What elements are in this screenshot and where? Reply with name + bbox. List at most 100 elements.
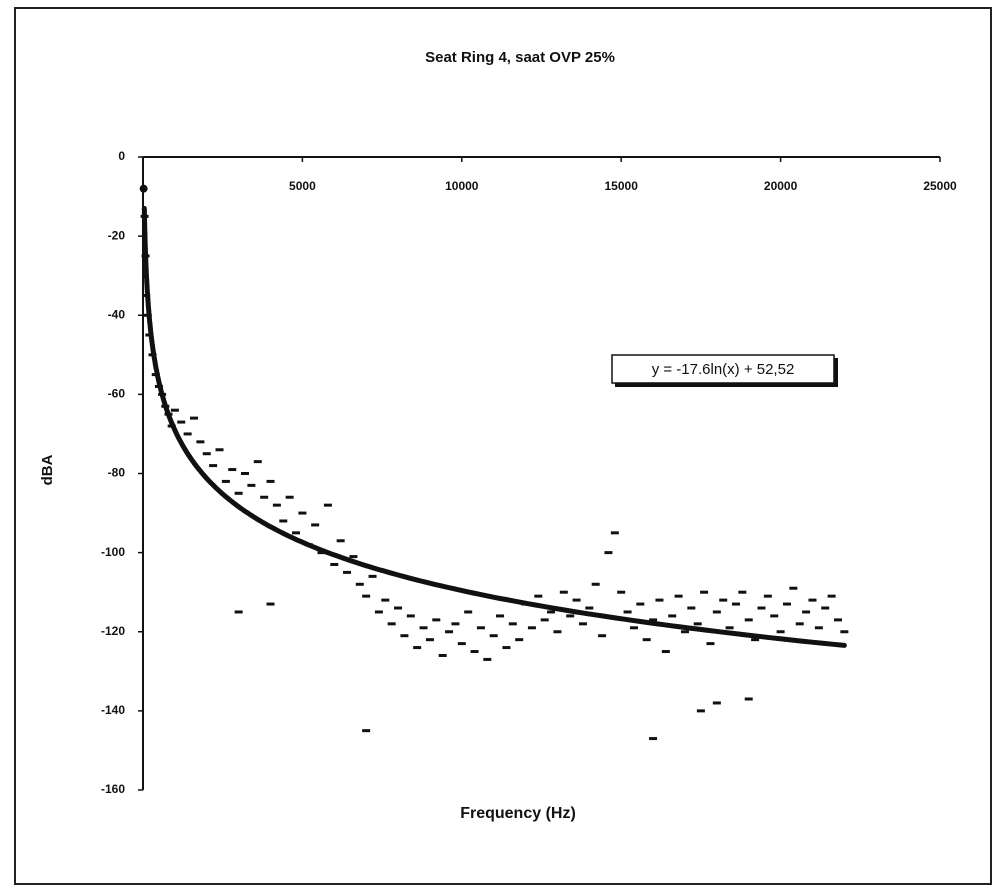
- point: [266, 602, 275, 606]
- y-tick-label: 0: [118, 149, 125, 163]
- point: [279, 519, 288, 523]
- point: [757, 606, 766, 610]
- x-tick-label: 20000: [764, 179, 798, 193]
- point: [700, 590, 709, 594]
- point: [374, 610, 383, 614]
- x-axis-label: Frequency (Hz): [460, 805, 576, 822]
- point: [789, 586, 798, 590]
- point: [272, 503, 281, 507]
- equation-shadow: [615, 383, 838, 387]
- point: [636, 602, 645, 606]
- point: [668, 614, 677, 618]
- trendline-equation: y = -17.6ln(x) + 52,52: [652, 361, 795, 378]
- y-tick-label: -80: [108, 466, 126, 480]
- y-tick-label: -120: [101, 624, 125, 638]
- point: [680, 630, 689, 634]
- point: [610, 531, 619, 535]
- point: [183, 432, 192, 436]
- point: [311, 523, 320, 527]
- point: [425, 638, 434, 642]
- point: [572, 598, 581, 602]
- point: [578, 622, 587, 626]
- point: [604, 551, 613, 555]
- chart-title: Seat Ring 4, saat OVP 25%: [425, 49, 615, 66]
- point: [719, 598, 728, 602]
- point: [202, 452, 211, 456]
- point: [738, 590, 747, 594]
- equation-box: [611, 354, 835, 384]
- point: [476, 626, 485, 630]
- point: [196, 440, 205, 444]
- point: [696, 709, 705, 713]
- point: [234, 610, 243, 614]
- point: [323, 503, 332, 507]
- point: [292, 531, 301, 535]
- point: [655, 598, 664, 602]
- equation-shadow: [834, 358, 838, 386]
- point: [527, 626, 536, 630]
- x-tick-label: 5000: [289, 179, 316, 193]
- point: [343, 570, 352, 574]
- point: [253, 460, 262, 464]
- point: [438, 653, 447, 657]
- point: [400, 634, 409, 638]
- y-tick-label: -60: [108, 387, 126, 401]
- point: [674, 594, 683, 598]
- y-tick-label: -40: [108, 307, 126, 321]
- point: [419, 626, 428, 630]
- point: [362, 729, 371, 733]
- y-axis-label: dBA: [39, 454, 56, 485]
- point: [751, 638, 760, 642]
- point: [598, 634, 607, 638]
- point: [629, 626, 638, 630]
- point: [387, 622, 396, 626]
- point: [821, 606, 830, 610]
- point: [553, 630, 562, 634]
- point: [190, 416, 199, 420]
- point: [802, 610, 811, 614]
- point: [534, 594, 543, 598]
- point: [489, 634, 498, 638]
- point: [432, 618, 441, 622]
- point: [470, 650, 479, 654]
- point: [763, 594, 772, 598]
- point: [585, 606, 594, 610]
- point: [381, 598, 390, 602]
- point: [406, 614, 415, 618]
- point: [413, 646, 422, 650]
- chart-frame: [14, 7, 992, 885]
- trendline: [141, 205, 847, 648]
- point: [355, 582, 364, 586]
- point: [795, 622, 804, 626]
- point: [814, 626, 823, 630]
- point: [687, 606, 696, 610]
- point: [502, 646, 511, 650]
- point: [139, 184, 148, 193]
- point: [649, 737, 658, 741]
- point: [445, 630, 454, 634]
- point: [241, 472, 250, 475]
- point: [247, 483, 256, 487]
- point: [776, 630, 785, 634]
- point: [336, 539, 345, 543]
- point: [642, 638, 651, 642]
- point: [209, 464, 218, 468]
- point: [515, 638, 524, 642]
- x-tick-label: 15000: [605, 179, 639, 193]
- point: [266, 479, 275, 483]
- point: [808, 598, 817, 602]
- y-tick-label: -100: [101, 545, 125, 559]
- point: [547, 610, 556, 614]
- point: [706, 642, 715, 646]
- point: [349, 555, 358, 559]
- point: [483, 657, 492, 661]
- point: [260, 495, 269, 499]
- point: [649, 618, 658, 622]
- point: [464, 610, 473, 614]
- point: [744, 618, 753, 622]
- point: [623, 610, 632, 614]
- point: [712, 701, 721, 705]
- y-tick-label: -140: [101, 703, 125, 717]
- y-tick-label: -160: [101, 782, 125, 796]
